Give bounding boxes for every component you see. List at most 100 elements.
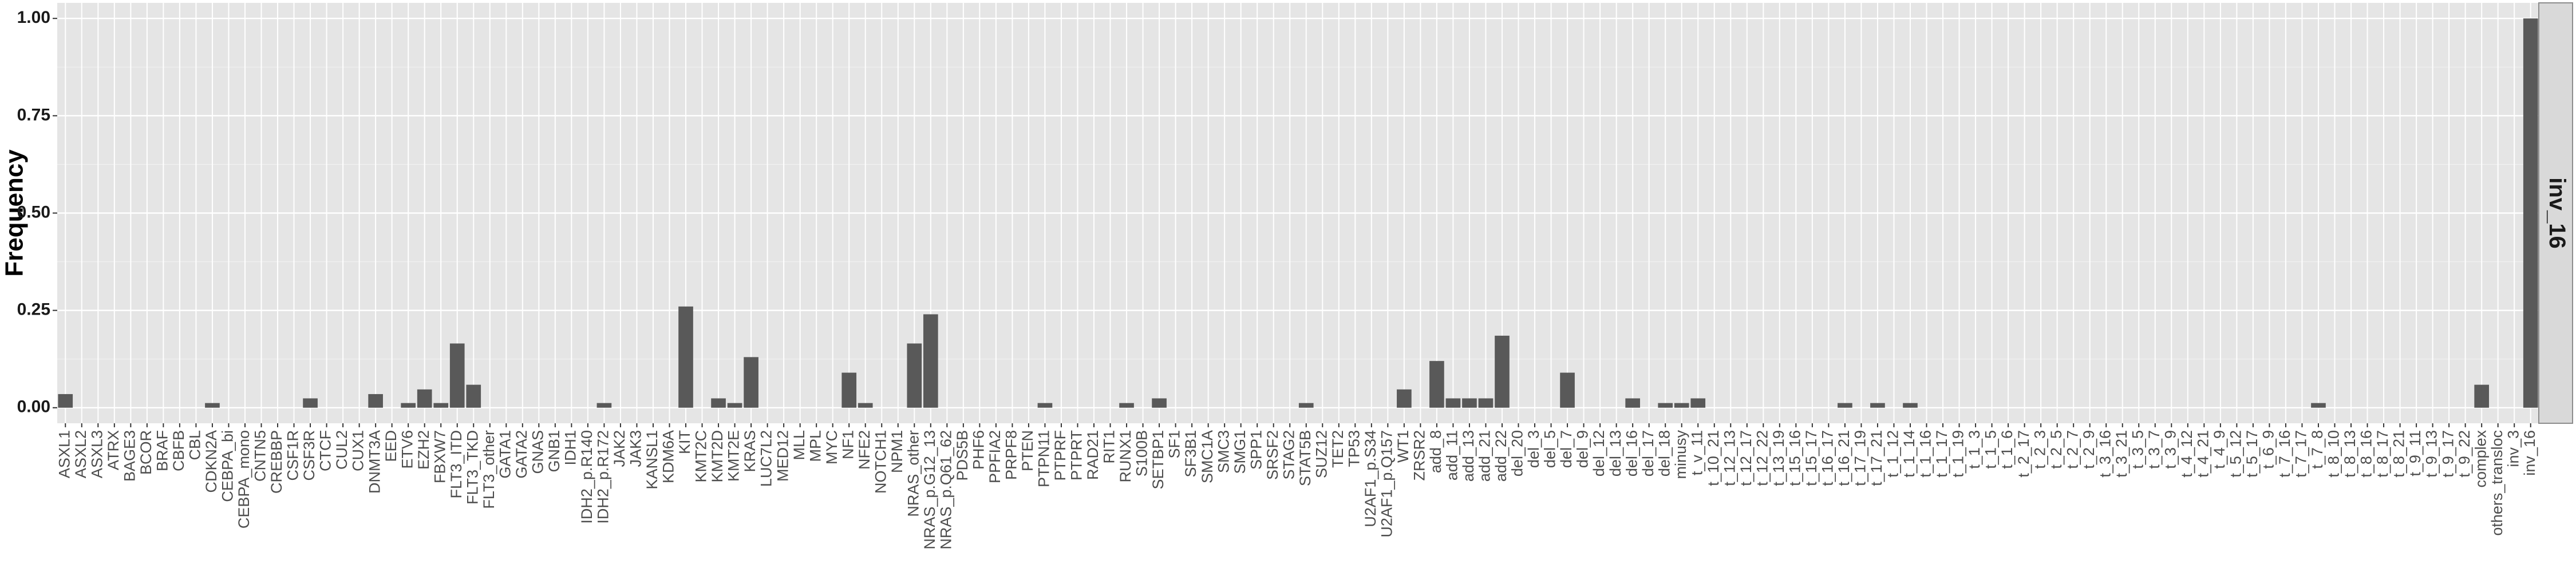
bar-ptpn11 xyxy=(1037,403,1053,408)
x-tick-label: t_16_21 xyxy=(1835,430,1852,486)
bar-t-1-14 xyxy=(1903,403,1918,408)
bar-dnmt3a xyxy=(368,394,383,408)
x-tick-label: EED xyxy=(382,430,400,462)
x-tick-label: GATA1 xyxy=(496,430,513,479)
x-tick-label: STAT5B xyxy=(1297,430,1314,486)
x-tick-label: PTEN xyxy=(1019,430,1036,471)
y-axis-ticks: 0.00 0.25 0.50 0.75 1.00 xyxy=(17,8,57,416)
x-tick-label: CEBPA_mono xyxy=(235,430,252,529)
bar-nf1 xyxy=(841,372,857,408)
x-tick-label: PHF6 xyxy=(970,430,987,470)
x-tick-label: t_1_14 xyxy=(1901,430,1918,478)
x-tick-label: CNTN5 xyxy=(252,430,269,482)
x-tick-label: t_7_17 xyxy=(2293,430,2310,478)
x-tick-label: t_3_21 xyxy=(2113,430,2130,478)
x-tick-label: CBL xyxy=(187,430,204,460)
x-tick-label: t_1_16 xyxy=(1917,430,1934,478)
bar-nras-p-g12-13 xyxy=(923,314,938,408)
x-tick-label: NF1 xyxy=(839,430,856,459)
x-tick-label: t_12_13 xyxy=(1721,430,1738,486)
x-tick-label: inv_16 xyxy=(2521,430,2538,476)
x-tick-label: add_13 xyxy=(1460,430,1477,482)
bar-flt3-tkd xyxy=(466,384,481,408)
x-tick-label: t_15_16 xyxy=(1786,430,1803,486)
x-tick-label: t_17_21 xyxy=(1868,430,1885,486)
x-tick-label: CTCF xyxy=(317,430,334,471)
x-tick-label: FLT3_other xyxy=(480,430,497,509)
x-tick-label: del_7 xyxy=(1558,430,1575,468)
x-tick-label: del_13 xyxy=(1607,430,1624,476)
x-tick-label: SMC1A xyxy=(1199,430,1216,483)
x-tick-label: t_2_7 xyxy=(2064,430,2081,469)
x-tick-label: IDH1 xyxy=(562,430,579,466)
x-tick-label: t_5_12 xyxy=(2227,430,2245,478)
x-tick-label: KMT2E xyxy=(725,430,742,482)
y-tick-label: 1.00 xyxy=(17,8,50,27)
x-tick-label: t_13_19 xyxy=(1770,430,1787,486)
x-tick-label: t_7_8 xyxy=(2309,430,2326,469)
x-tick-label: KDM6A xyxy=(660,430,677,483)
x-tick-label: t_1_12 xyxy=(1884,430,1902,478)
x-tick-label: ASXL3 xyxy=(88,430,105,478)
x-tick-label: PTPRT xyxy=(1068,430,1085,480)
x-tick-label: inv_3 xyxy=(2504,430,2522,467)
x-tick-label: SUZ12 xyxy=(1313,430,1330,478)
bar-inv-16 xyxy=(2523,18,2538,408)
x-tick-label: SMG1 xyxy=(1231,430,1249,474)
x-tick-label: ATRX xyxy=(105,430,122,470)
bar-wt1 xyxy=(1397,389,1412,408)
x-tick-label: t_2_9 xyxy=(2080,430,2097,469)
bar-idh2-p-r172 xyxy=(596,403,612,408)
x-tick-label: del_16 xyxy=(1623,430,1640,476)
x-tick-label: t_3_7 xyxy=(2146,430,2163,469)
x-tick-label: ASXL1 xyxy=(56,430,73,478)
x-tick-label: CSF3R xyxy=(301,430,318,481)
bar-kit xyxy=(678,306,693,408)
x-tick-label: RAD21 xyxy=(1084,430,1101,480)
x-tick-label: PTPN11 xyxy=(1036,430,1053,487)
x-tick-label: CEBPA_bi xyxy=(219,430,236,502)
x-tick-label: t_1_6 xyxy=(1998,430,2016,469)
bar-etv6 xyxy=(401,403,416,408)
x-tick-label: add_22 xyxy=(1492,430,1510,482)
y-tick-label: 0.75 xyxy=(17,105,50,124)
x-tick-label: t_v_11 xyxy=(1688,430,1705,475)
bar-nfe2 xyxy=(858,403,873,408)
x-tick-label: SMC3 xyxy=(1215,430,1232,473)
x-tick-label: GATA2 xyxy=(513,430,530,479)
bars-group xyxy=(58,18,2538,408)
x-tick-label: t_6_9 xyxy=(2260,430,2277,469)
x-tick-label: IDH2_p.R140 xyxy=(578,430,595,524)
x-tick-label: CBFB xyxy=(170,430,187,471)
x-tick-label: t_9_17 xyxy=(2439,430,2456,478)
x-tick-label: JAK3 xyxy=(627,430,645,467)
x-tick-label: t_1_19 xyxy=(1950,430,1967,478)
bar-csf3r xyxy=(303,398,318,408)
x-tick-label: ASXL2 xyxy=(72,430,89,478)
bar-complex xyxy=(2474,384,2490,408)
x-tick-label: del_17 xyxy=(1639,430,1657,476)
facet-strip xyxy=(2538,2,2573,424)
x-tick-label: t_9_13 xyxy=(2423,430,2440,478)
x-tick-label: TET2 xyxy=(1329,430,1346,468)
x-tick-label: PPFIA2 xyxy=(986,430,1003,483)
x-tick-label: t_12_22 xyxy=(1753,430,1771,486)
x-tick-label: minusy xyxy=(1672,430,1689,479)
x-tick-label: complex xyxy=(2472,430,2489,488)
x-tick-label: RUNX1 xyxy=(1117,430,1134,483)
x-tick-label: DNMT3A xyxy=(366,430,383,494)
x-tick-label: SRSF2 xyxy=(1264,430,1281,480)
y-axis-title: Frequency xyxy=(1,149,29,277)
x-tick-label: WT1 xyxy=(1394,430,1412,463)
x-tick-label: t_16_17 xyxy=(1819,430,1836,486)
x-tick-label: t_9_11 xyxy=(2407,430,2424,476)
x-tick-label: SF1 xyxy=(1166,430,1183,459)
bar-fbxw7 xyxy=(433,403,449,408)
bar-add-8 xyxy=(1429,361,1444,408)
x-tick-label: FLT3_TKD xyxy=(464,430,481,505)
bar-kmt2d xyxy=(711,398,726,408)
x-tick-label: PDS5B xyxy=(954,430,971,481)
bar-t-16-21 xyxy=(1838,403,1852,408)
x-tick-label: IDH2_p.R172 xyxy=(595,430,612,524)
x-tick-label: CREBBP xyxy=(268,430,285,494)
